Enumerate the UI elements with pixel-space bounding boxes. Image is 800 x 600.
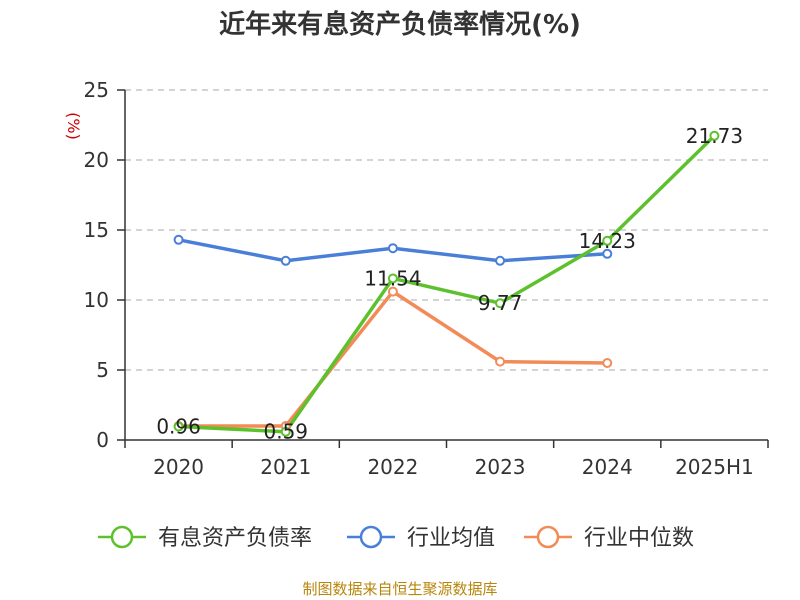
- data-point: [602, 358, 613, 368]
- y-tick-label: 0: [96, 428, 109, 452]
- y-tick-label: 5: [96, 358, 109, 382]
- x-tick-label: 2023: [475, 455, 526, 479]
- x-tick-label: 2022: [367, 455, 418, 479]
- data-point: [602, 235, 613, 246]
- y-axis-unit: (%): [64, 112, 83, 140]
- legend-marker: [110, 525, 134, 549]
- data-label: 21.73: [686, 124, 743, 148]
- y-tick-label: 10: [84, 288, 109, 312]
- data-point: [173, 234, 184, 245]
- y-tick-label: 20: [84, 148, 109, 172]
- data-point: [387, 286, 398, 297]
- data-point: [173, 421, 184, 432]
- data-point: [495, 356, 506, 367]
- data-point: [495, 298, 506, 309]
- data-label: 9.77: [478, 291, 523, 315]
- data-point: [709, 130, 720, 141]
- data-label: 11.54: [364, 266, 421, 290]
- x-tick-label: 2024: [582, 455, 633, 479]
- source-note: 制图数据来自恒生聚源数据库: [302, 580, 498, 598]
- data-point: [387, 243, 398, 254]
- legend-label: 行业均值: [407, 526, 495, 551]
- series-line: [178, 134, 716, 434]
- chart-title: 近年来有息资产负债率情况(%): [219, 10, 581, 40]
- y-tick-label: 25: [84, 78, 109, 102]
- x-tick-label: 2021: [260, 455, 311, 479]
- data-label: 0.59: [263, 420, 308, 444]
- gridlines: [125, 89, 768, 371]
- legend-marker: [359, 525, 383, 549]
- axes: 0 5 10 15 20 25(%) 2020 2021 2022 2023 2024 2025H1: [64, 78, 769, 479]
- legend-label: 有息资产负债率: [158, 526, 312, 551]
- series-points: [173, 130, 720, 437]
- legend: 有息资产负债率 行业均值 行业中位数: [98, 525, 694, 551]
- x-tick-label: 2020: [153, 455, 204, 479]
- data-point: [387, 273, 398, 284]
- data-label: 0.96: [156, 415, 201, 439]
- series-line: [178, 289, 608, 428]
- series-lines: [178, 134, 716, 434]
- y-tick-label: 15: [84, 218, 109, 242]
- data-labels: 0.96 0.59 11.54 9.77 14.23 21.73: [156, 124, 743, 444]
- data-point: [280, 426, 291, 437]
- data-point: [280, 255, 291, 266]
- legend-label: 行业中位数: [584, 526, 694, 551]
- data-label: 14.23: [579, 229, 636, 253]
- data-point: [495, 255, 506, 266]
- x-tick-label: 2025H1: [675, 455, 754, 479]
- data-point: [602, 248, 613, 259]
- legend-marker: [536, 525, 560, 549]
